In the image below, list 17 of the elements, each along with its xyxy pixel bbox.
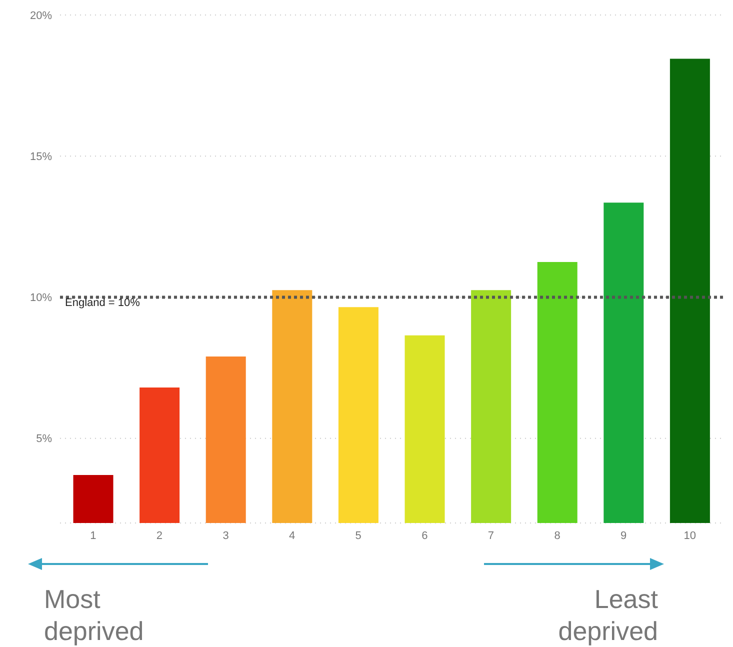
x-tick-label: 10 bbox=[684, 530, 696, 542]
text: Most deprived bbox=[44, 583, 145, 647]
y-tick-label: 20% bbox=[30, 10, 52, 22]
x-tick-label: 1 bbox=[90, 530, 96, 542]
x-tick-label: 6 bbox=[422, 530, 428, 542]
x-tick-label: 7 bbox=[488, 530, 494, 542]
y-tick-label: 10% bbox=[30, 292, 52, 304]
x-tick-label: 2 bbox=[156, 530, 163, 542]
text: Least deprived bbox=[557, 583, 658, 647]
x-tick-label: 3 bbox=[222, 530, 229, 542]
x-tick-label: 8 bbox=[554, 530, 560, 542]
y-tick-label: 5% bbox=[36, 433, 52, 446]
x-tick-label: 5 bbox=[355, 530, 362, 542]
x-tick-label: 9 bbox=[620, 530, 627, 542]
ref-line-label: England = 10% bbox=[65, 297, 140, 310]
y-tick-label: 15% bbox=[30, 151, 52, 164]
x-tick-label: 4 bbox=[288, 530, 296, 542]
